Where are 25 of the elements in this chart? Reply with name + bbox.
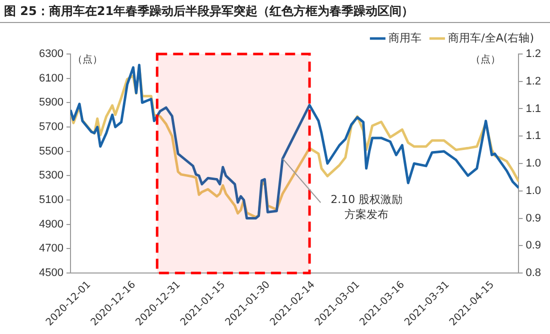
y-tick-label: 6100 [38, 72, 64, 84]
y-tick-label: 5700 [38, 121, 64, 134]
y-tick-label: 5300 [38, 170, 64, 182]
y2-tick-label: 1.0 [526, 158, 542, 170]
y2-tick-label: 1.1 [526, 130, 542, 142]
y-tick-label: 4500 [38, 267, 64, 280]
y-tick-label: 6300 [38, 48, 64, 60]
y-tick-label: 5100 [38, 194, 64, 206]
y2-tick-label: 1.2 [526, 48, 542, 60]
y2-axis-title: （点） [470, 54, 501, 66]
annotation: 2.10 股权激励方案发布 [330, 192, 403, 221]
y2-tick-label: 1.0 [526, 184, 542, 197]
y-axis-title: （点） [72, 54, 102, 66]
y-tick-label: 5500 [38, 145, 64, 158]
y2-tick-label: 0.9 [526, 240, 542, 252]
y2-tick-label: 0.9 [526, 212, 542, 224]
y-tick-label: 5900 [38, 96, 64, 109]
y2-tick-label: 1.2 [526, 75, 542, 88]
chart-title: 图 25：商用车在21年春季躁动后半段异军突起（红色方框为春季躁动区间） [0, 0, 550, 23]
y2-tick-label: 1.1 [526, 102, 542, 115]
y2-tick-label: 0.8 [526, 267, 542, 280]
legend-label: 商用车/全A(右轴) [448, 31, 534, 44]
y-tick-label: 4900 [38, 218, 64, 230]
y-tick-label: 4700 [38, 242, 64, 255]
legend-label: 商用车 [388, 31, 422, 44]
